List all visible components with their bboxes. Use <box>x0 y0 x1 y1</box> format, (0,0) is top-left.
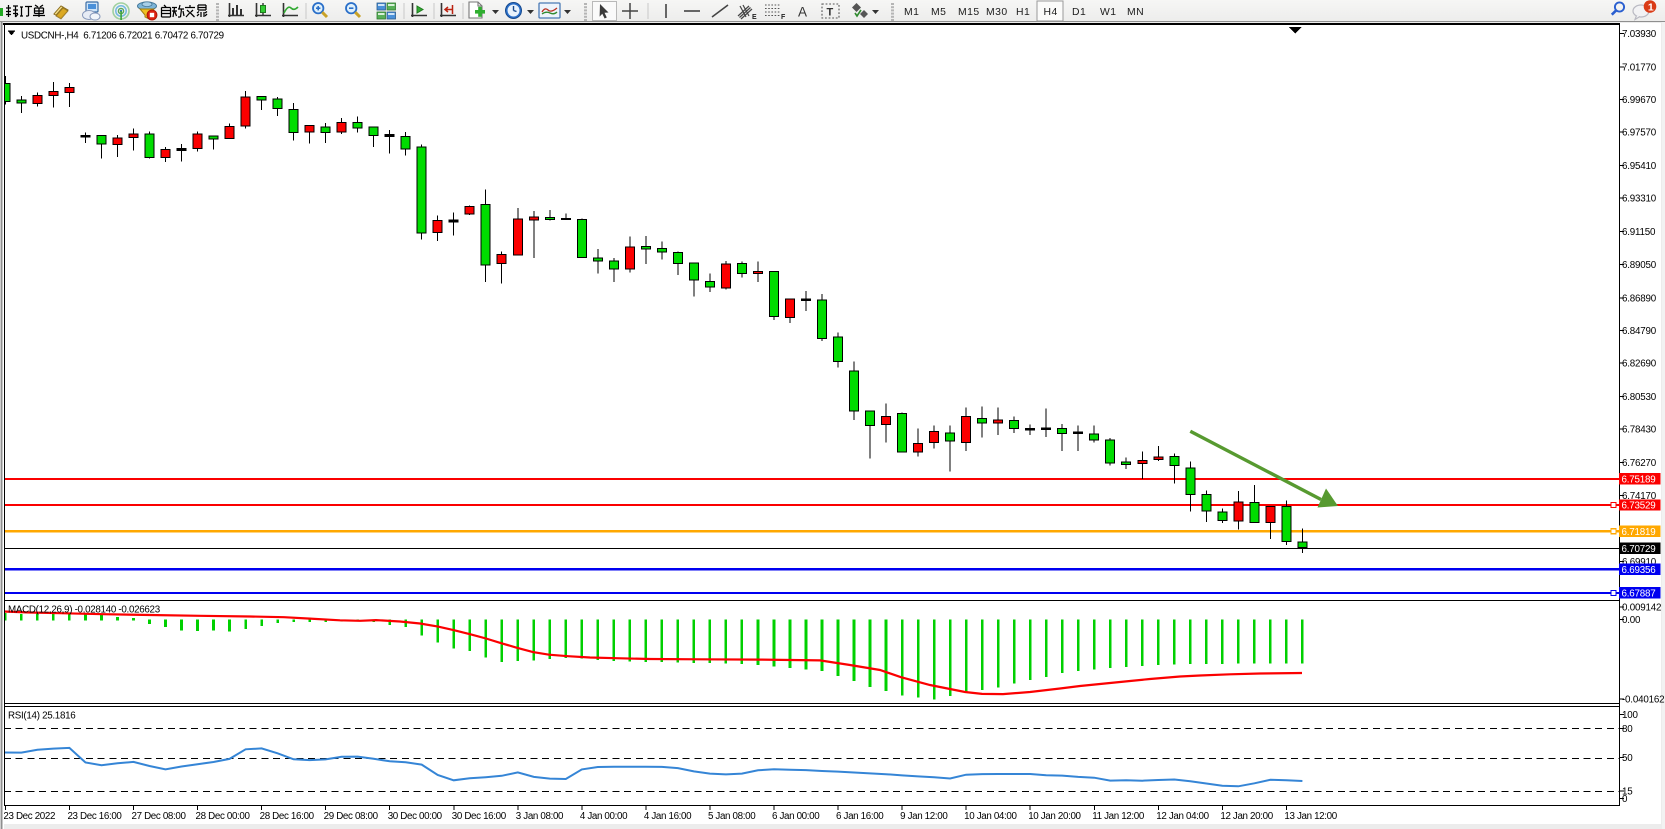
svg-text:30 Dec 16:00: 30 Dec 16:00 <box>452 811 507 822</box>
svg-text:29 Dec 08:00: 29 Dec 08:00 <box>324 811 379 822</box>
svg-text:W1: W1 <box>1100 7 1117 18</box>
svg-text:6.69910: 6.69910 <box>1622 557 1657 568</box>
svg-text:50: 50 <box>1622 753 1633 764</box>
svg-text:10 Jan 04:00: 10 Jan 04:00 <box>964 811 1017 822</box>
svg-text:6.93310: 6.93310 <box>1622 194 1657 205</box>
svg-text:6.76270: 6.76270 <box>1622 458 1657 469</box>
svg-text:6.80530: 6.80530 <box>1622 392 1657 403</box>
svg-text:6 Jan 16:00: 6 Jan 16:00 <box>836 811 884 822</box>
svg-text:M15: M15 <box>958 7 980 18</box>
svg-text:4 Jan 16:00: 4 Jan 16:00 <box>644 811 692 822</box>
svg-text:10 Jan 20:00: 10 Jan 20:00 <box>1028 811 1081 822</box>
svg-text:MACD(12,26,9) -0.028140 -0.026: MACD(12,26,9) -0.028140 -0.026623 <box>8 605 161 616</box>
svg-text:12 Jan 04:00: 12 Jan 04:00 <box>1156 811 1209 822</box>
svg-text:6.82690: 6.82690 <box>1622 359 1657 370</box>
svg-text:6 Jan 00:00: 6 Jan 00:00 <box>772 811 820 822</box>
svg-text:6.69356: 6.69356 <box>1622 565 1657 576</box>
svg-text:0.00: 0.00 <box>1622 615 1641 626</box>
svg-text:3 Jan 08:00: 3 Jan 08:00 <box>516 811 564 822</box>
svg-text:27 Dec 08:00: 27 Dec 08:00 <box>132 811 187 822</box>
svg-text:0.009142: 0.009142 <box>1622 603 1661 614</box>
svg-text:80: 80 <box>1622 724 1633 735</box>
svg-text:USDCNH-,H4 6.71206 6.72021 6.: USDCNH-,H4 6.71206 6.72021 6.70472 6.707… <box>21 31 224 42</box>
svg-text:RSI(14) 25.1816: RSI(14) 25.1816 <box>8 711 76 722</box>
svg-text:MN: MN <box>1127 7 1144 18</box>
svg-text:1: 1 <box>1648 2 1654 14</box>
svg-text:H1: H1 <box>1016 7 1030 18</box>
svg-text:A: A <box>798 5 807 20</box>
svg-text:F: F <box>781 14 786 21</box>
svg-text:100: 100 <box>1622 710 1638 721</box>
svg-text:30 Dec 00:00: 30 Dec 00:00 <box>388 811 443 822</box>
svg-text:6.99670: 6.99670 <box>1622 95 1657 106</box>
svg-text:T: T <box>827 7 834 19</box>
svg-text:M5: M5 <box>931 7 946 18</box>
svg-text:28 Dec 00:00: 28 Dec 00:00 <box>196 811 251 822</box>
svg-text:6.84790: 6.84790 <box>1622 326 1657 337</box>
svg-text:6.86890: 6.86890 <box>1622 293 1657 304</box>
svg-text:M30: M30 <box>986 7 1008 18</box>
svg-text:15: 15 <box>1622 787 1633 798</box>
svg-text:D1: D1 <box>1072 7 1086 18</box>
svg-text:M1: M1 <box>904 7 919 18</box>
svg-text:H4: H4 <box>1044 7 1058 18</box>
svg-text:6.73529: 6.73529 <box>1622 501 1656 512</box>
svg-text:6.71819: 6.71819 <box>1622 527 1656 538</box>
svg-text:6.78430: 6.78430 <box>1622 425 1657 436</box>
svg-text:6.70729: 6.70729 <box>1622 544 1656 555</box>
svg-text:-0.040162: -0.040162 <box>1622 695 1664 706</box>
svg-text:5 Jan 08:00: 5 Jan 08:00 <box>708 811 756 822</box>
svg-text:6.91150: 6.91150 <box>1622 227 1656 238</box>
svg-text:6.74170: 6.74170 <box>1622 491 1657 502</box>
svg-text:6.89050: 6.89050 <box>1622 260 1657 271</box>
svg-text:7.03930: 7.03930 <box>1622 29 1657 40</box>
svg-text:28 Dec 16:00: 28 Dec 16:00 <box>260 811 315 822</box>
svg-text:11 Jan 12:00: 11 Jan 12:00 <box>1092 811 1145 822</box>
svg-text:6.95410: 6.95410 <box>1622 161 1657 172</box>
svg-text:4 Jan 00:00: 4 Jan 00:00 <box>580 811 628 822</box>
svg-text:E: E <box>752 14 757 21</box>
svg-text:0: 0 <box>1622 794 1628 805</box>
svg-text:6.75189: 6.75189 <box>1622 474 1656 485</box>
svg-text:9 Jan 12:00: 9 Jan 12:00 <box>900 811 948 822</box>
svg-text:7.01770: 7.01770 <box>1622 62 1657 73</box>
svg-text:13 Jan 12:00: 13 Jan 12:00 <box>1284 811 1337 822</box>
svg-text:6.97570: 6.97570 <box>1622 128 1657 139</box>
svg-text:6.67887: 6.67887 <box>1622 588 1656 599</box>
svg-text:23 Dec 16:00: 23 Dec 16:00 <box>67 811 122 822</box>
svg-text:12 Jan 20:00: 12 Jan 20:00 <box>1220 811 1273 822</box>
svg-text:23 Dec 2022: 23 Dec 2022 <box>3 811 55 822</box>
